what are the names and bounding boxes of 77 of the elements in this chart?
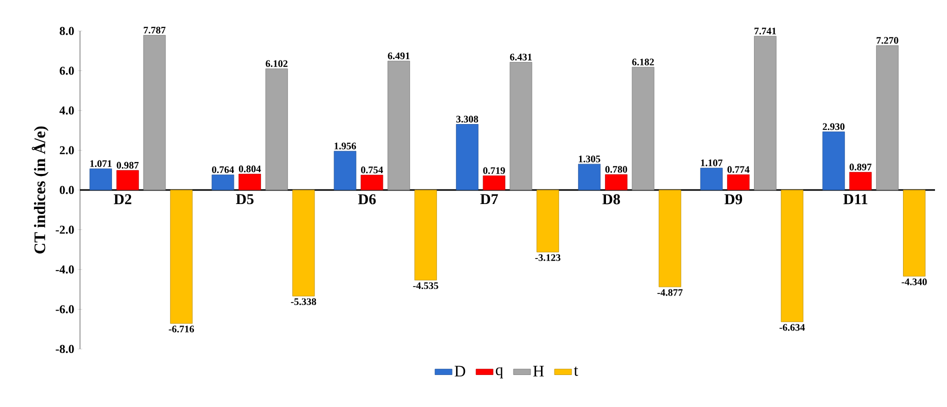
data-label: -4.340 (902, 278, 927, 286)
y-tick-label: 4.0 (59, 106, 74, 115)
bar (780, 190, 804, 322)
data-label: -4.877 (657, 289, 683, 296)
bar (212, 174, 234, 190)
data-label: 7.741 (754, 28, 776, 34)
bar (334, 150, 356, 190)
y-tick-label: 0.0 (60, 186, 74, 194)
x-tick-label: D5 (236, 194, 254, 204)
bar (658, 190, 682, 288)
y-tick-label: 6.0 (60, 66, 74, 75)
y-tick-label: 2.0 (60, 146, 74, 154)
data-label: 0.780 (605, 166, 628, 173)
legend-label: H (533, 366, 544, 376)
data-label: 1.305 (578, 156, 600, 162)
data-label: 7.270 (876, 37, 898, 44)
bar (754, 36, 776, 190)
bar (727, 174, 750, 190)
data-label: 0.774 (727, 166, 750, 173)
y-tick-label: -2.0 (56, 226, 74, 234)
data-label: 2.930 (822, 123, 845, 130)
y-tick-label: -6.0 (56, 305, 74, 314)
data-label: 6.431 (510, 54, 532, 60)
y-tick-label: -4.0 (56, 265, 74, 274)
x-tick-label: D6 (358, 194, 376, 204)
bar (360, 174, 384, 190)
bar (510, 62, 532, 190)
data-label: -3.123 (535, 254, 560, 262)
y-tick-label: -8.0 (56, 344, 74, 354)
bar (292, 190, 315, 296)
data-label: 1.107 (701, 160, 722, 166)
bar (265, 68, 288, 190)
data-label: 1.956 (334, 142, 356, 150)
data-label: 6.102 (266, 60, 288, 68)
x-tick-label: D2 (114, 194, 132, 204)
bar (632, 66, 654, 190)
bar (605, 174, 628, 190)
data-label: -4.535 (413, 282, 438, 290)
data-label: -5.338 (290, 298, 316, 306)
bar (238, 174, 261, 190)
data-label: -6.634 (780, 324, 805, 331)
legend-label: q (496, 367, 503, 378)
data-label: 0.764 (212, 166, 234, 174)
data-label: 3.308 (456, 116, 478, 123)
data-label: 0.897 (850, 164, 872, 170)
bar (116, 170, 139, 190)
bar (536, 190, 560, 252)
bar (90, 168, 112, 190)
bar (876, 45, 899, 190)
bar (482, 176, 506, 190)
y-tick-label: 8.0 (60, 26, 74, 36)
x-tick-label: D8 (602, 194, 620, 204)
bar (456, 124, 478, 190)
bar (388, 60, 410, 190)
y-axis-title: CT indices (in Å/e) (32, 126, 48, 254)
data-label: -6.716 (168, 326, 194, 332)
legend-label: t (574, 366, 578, 376)
data-label: 7.787 (144, 26, 166, 34)
bar (414, 190, 437, 280)
bar (903, 190, 926, 276)
data-label: 1.071 (90, 160, 112, 168)
x-tick-label: D11 (843, 194, 868, 204)
data-label: 6.182 (632, 58, 654, 66)
data-label: 0.754 (361, 166, 383, 174)
data-label: 6.491 (388, 52, 410, 60)
legend-label: D (454, 366, 466, 376)
data-label: 0.719 (483, 167, 505, 174)
bar (822, 132, 845, 190)
bar (170, 190, 193, 324)
data-label: 0.804 (238, 166, 261, 172)
x-tick-label: D9 (724, 194, 742, 204)
bar (700, 168, 723, 190)
x-tick-label: D7 (480, 194, 498, 204)
data-label: 0.987 (116, 162, 139, 169)
bar (578, 164, 601, 190)
bar (849, 172, 872, 190)
bar (143, 35, 166, 190)
